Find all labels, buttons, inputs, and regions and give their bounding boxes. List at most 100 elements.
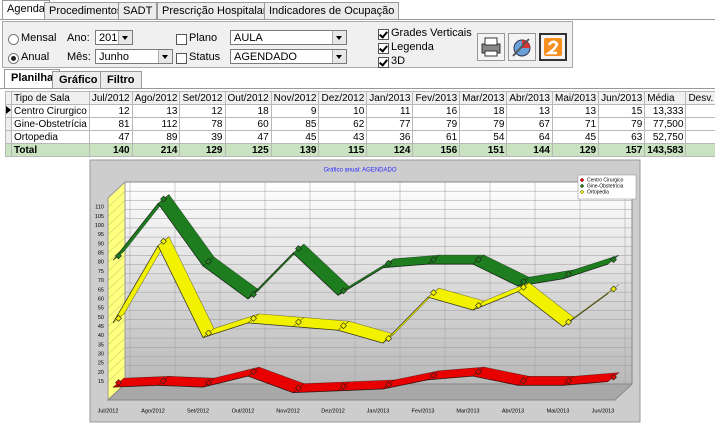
y-tick-label: 55 — [98, 306, 104, 312]
wall-grid-line — [107, 337, 126, 355]
header-cell: Jul/2012 — [88, 91, 133, 105]
dropdown[interactable] — [332, 50, 346, 63]
field-value: Junho — [99, 51, 129, 63]
year-spinner[interactable]: 2013 — [95, 30, 133, 45]
chart-button[interactable] — [508, 33, 536, 61]
label: Ano: — [67, 32, 90, 44]
y-tick-label: 70 — [98, 278, 104, 284]
point — [205, 379, 212, 387]
tab[interactable]: Procedimentos — [44, 2, 128, 19]
checkbox-plano[interactable] — [176, 34, 187, 45]
point — [250, 291, 257, 298]
dropdown[interactable] — [158, 50, 172, 63]
point — [475, 368, 482, 376]
tab[interactable]: Prescrição Hospitalar — [157, 2, 272, 19]
point — [385, 259, 392, 267]
field-value: AGENDADO — [234, 51, 297, 63]
point — [430, 256, 437, 264]
point — [610, 256, 617, 264]
legend-swatch — [579, 183, 585, 189]
total-cell: 143,583 — [644, 143, 687, 157]
point — [340, 287, 347, 295]
x-tick-label: Ago/2012 — [141, 408, 165, 414]
plano-select[interactable]: AULA — [230, 30, 347, 45]
view-tab[interactable]: Gráfico — [52, 71, 105, 88]
tab[interactable]: Indicadores de Ocupação — [264, 2, 400, 19]
view-tab[interactable]: Planilha — [4, 69, 61, 89]
point — [385, 381, 392, 388]
legend-label: Centro Cirurgico — [587, 177, 624, 183]
checkbox[interactable] — [378, 29, 389, 40]
wall-grid-line — [107, 209, 126, 226]
y-tick-label: 105 — [95, 214, 104, 220]
wall-grid-line — [107, 227, 126, 245]
x-tick-label: Nov/2012 — [276, 408, 300, 414]
total-cell: 125 — [224, 143, 272, 157]
point — [160, 195, 167, 203]
label: Anual — [21, 51, 50, 63]
label: Status — [189, 51, 221, 63]
spin[interactable] — [118, 31, 132, 44]
total-cell: 157 — [598, 143, 646, 157]
point — [565, 318, 572, 326]
wall-grid-line — [107, 356, 126, 373]
radio-anual[interactable] — [8, 53, 19, 64]
y-tick-label: 100 — [95, 223, 104, 229]
point — [295, 384, 302, 392]
view-tab[interactable]: Filtro — [100, 71, 142, 88]
wall-grid-line — [107, 365, 126, 382]
status-select[interactable]: AGENDADO — [230, 49, 347, 64]
export-button[interactable] — [539, 33, 567, 61]
wall-grid-line — [107, 255, 126, 272]
total-row: Total 140 214 129 125 139 115 124 156 151 144 129 15… — [5, 143, 715, 157]
total-cell: Total — [11, 143, 90, 157]
legend-swatch — [579, 177, 585, 183]
legend-box — [577, 174, 637, 200]
y-tick-label: 45 — [98, 324, 104, 330]
x-tick-label: Jun/2013 — [592, 408, 615, 414]
header-cell: Ago/2012 — [131, 91, 181, 105]
radio-mensal[interactable] — [8, 34, 19, 45]
wall-grid-line — [107, 273, 126, 291]
header-cell: Mar/2013 — [459, 91, 508, 105]
checkbox-status[interactable] — [176, 53, 187, 64]
print-button[interactable] — [477, 33, 505, 61]
dropdown[interactable] — [332, 31, 346, 44]
wall-grid-line — [107, 347, 126, 364]
point — [565, 377, 572, 385]
point — [430, 371, 437, 379]
point — [115, 314, 122, 322]
legend-label: Ortopedia — [587, 189, 609, 195]
checkbox[interactable] — [378, 57, 389, 68]
point — [340, 382, 347, 390]
total-cell: 156 — [412, 143, 461, 157]
total-cell: 144 — [506, 143, 553, 157]
point — [475, 256, 482, 264]
legend-swatch — [579, 189, 585, 195]
point — [295, 245, 302, 253]
y-tick-label: 80 — [98, 260, 104, 266]
label: Mensal — [21, 32, 57, 44]
y-tick-label: 25 — [98, 361, 104, 367]
y-tick-label: 95 — [98, 232, 104, 238]
month-select[interactable]: Junho — [95, 49, 173, 64]
icon — [544, 38, 562, 56]
checkbox[interactable] — [378, 43, 389, 54]
wall-grid-line — [107, 319, 126, 336]
wall-grid-line — [107, 282, 126, 300]
label: Plano — [189, 32, 218, 44]
y-tick-label: 60 — [98, 296, 104, 302]
point — [340, 322, 347, 330]
y-tick-label: 50 — [98, 315, 104, 321]
row: Centro Cirurgico 12 13 12 18 9 10 11 16 18 13 13 15 1… — [5, 104, 715, 118]
y-tick-label: 35 — [98, 342, 104, 348]
point — [610, 285, 617, 293]
header-cell: Dez/2012 — [318, 91, 368, 105]
tab[interactable]: SADT — [118, 2, 158, 19]
cell: 47 — [224, 130, 272, 144]
point — [565, 270, 572, 278]
x-tick-label: Dez/2012 — [321, 408, 345, 414]
row: Ortopedia47893947454336615464456352,7501… — [5, 130, 715, 144]
